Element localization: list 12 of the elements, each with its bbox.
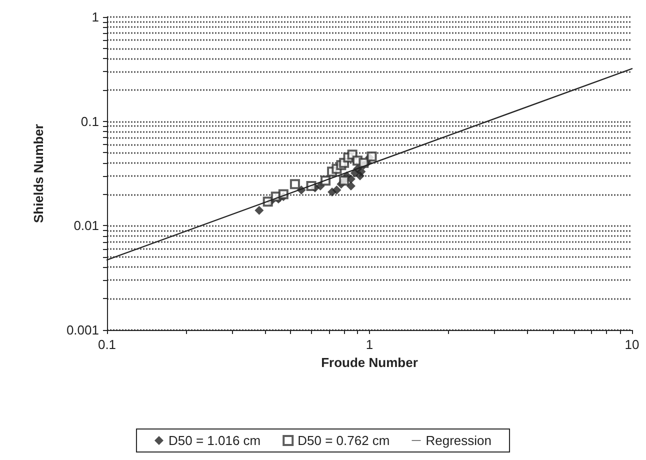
legend-label: D50 = 0.762 cm bbox=[298, 433, 390, 448]
y-tick-label: 1 bbox=[92, 10, 99, 24]
x-axis-title: Froude Number bbox=[321, 354, 418, 370]
x-tick-label: 1 bbox=[366, 337, 374, 352]
y-tick-label: 0.001 bbox=[66, 322, 99, 338]
x-tick-label: 0.1 bbox=[98, 337, 116, 352]
y-tick-label: 0.1 bbox=[80, 114, 99, 129]
x-tick-label: 10 bbox=[624, 337, 640, 352]
legend-label: Regression bbox=[426, 433, 492, 448]
y-tick-label: 0.01 bbox=[74, 218, 99, 234]
legend-label: D50 = 1.016 cm bbox=[168, 433, 261, 448]
y-axis-title: Shields Number bbox=[31, 124, 46, 223]
